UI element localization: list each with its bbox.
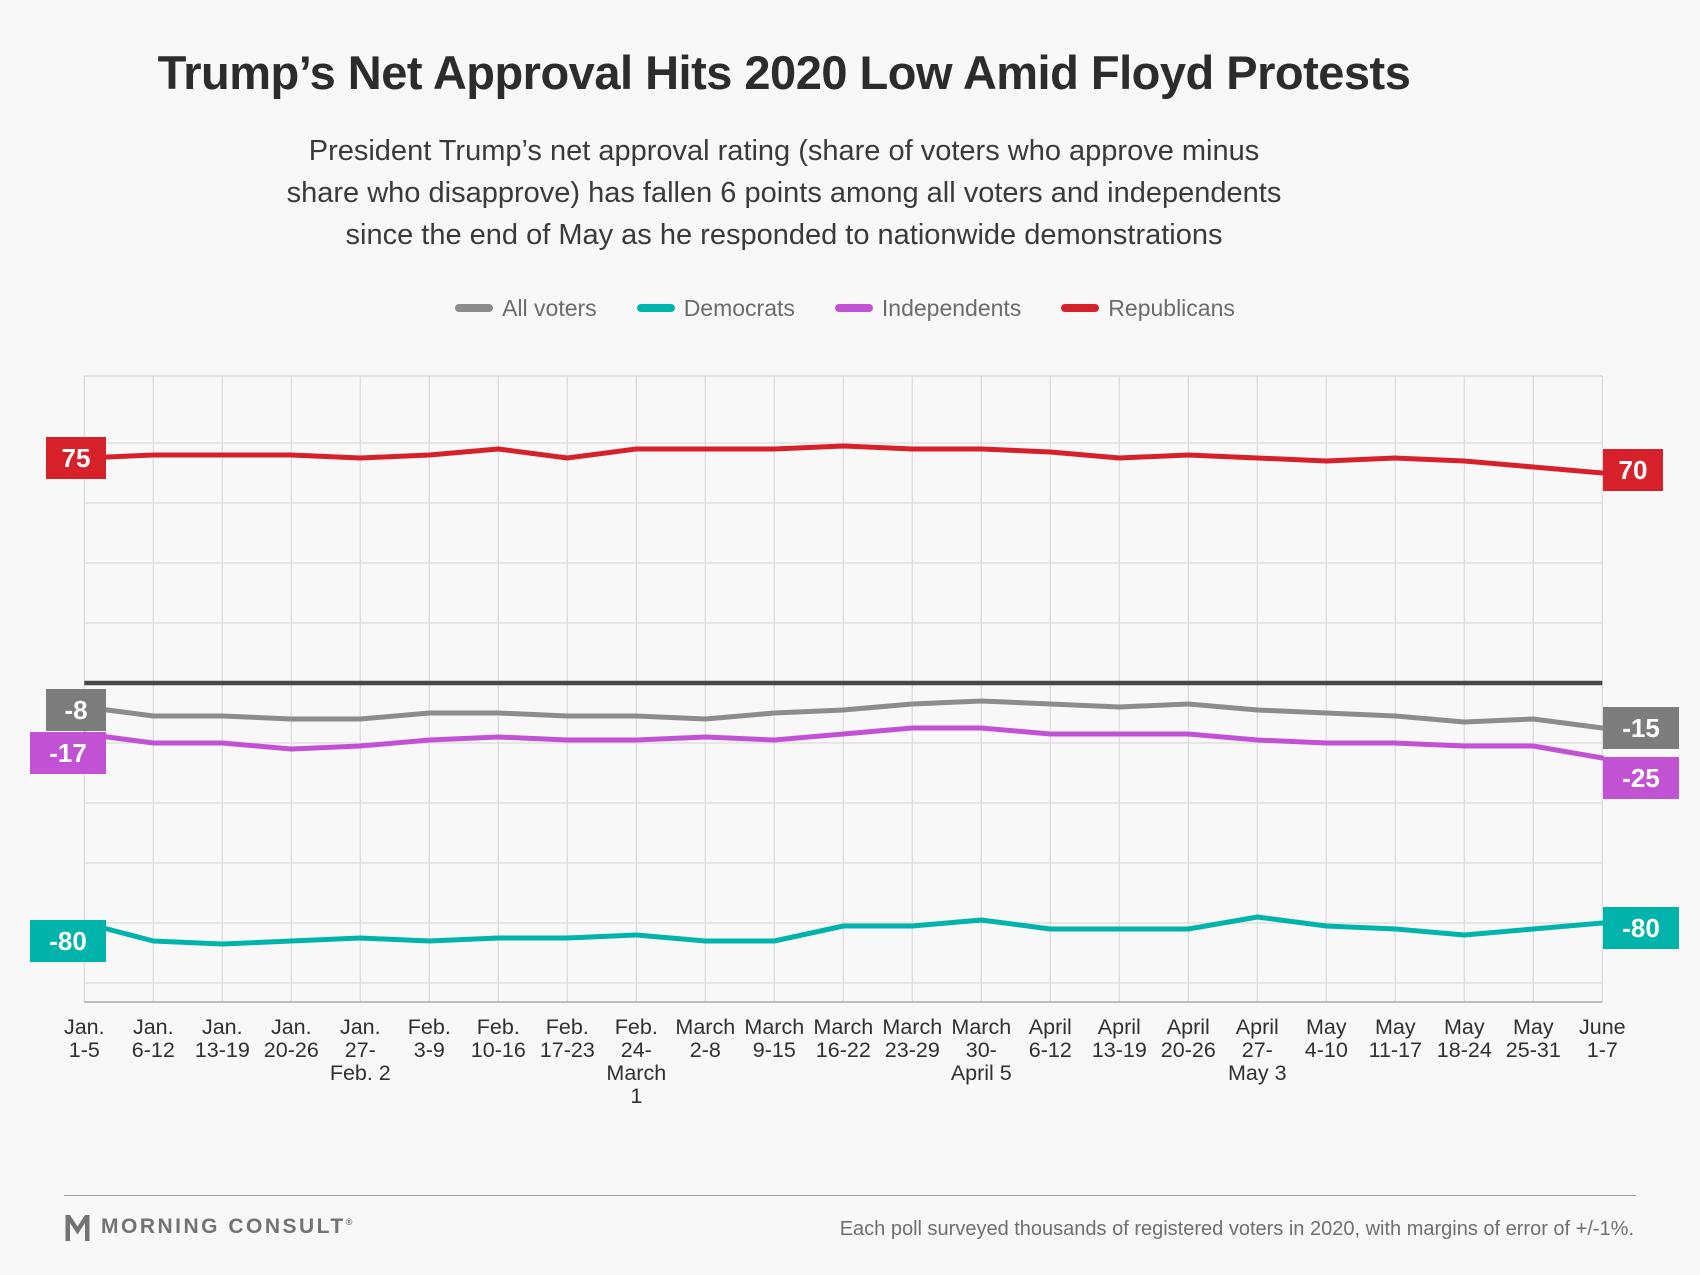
- svg-text:-17: -17: [49, 738, 87, 768]
- x-tick-label: Jan. 20-26: [264, 1015, 319, 1062]
- x-tick-label: May 4-10: [1305, 1015, 1348, 1062]
- x-tick-label: March 2-8: [675, 1015, 735, 1062]
- series-line-all-voters: [81, 698, 1605, 731]
- x-tick-label: April 6-12: [1029, 1015, 1072, 1062]
- x-tick-label: Jan. 6-12: [132, 1015, 175, 1062]
- value-label-end-democrats: -80: [1603, 907, 1679, 949]
- x-tick-label: May 25-31: [1506, 1015, 1561, 1062]
- value-label-start-independents: -17: [30, 732, 106, 774]
- x-tick-label: Feb. 24-March 1: [606, 1015, 666, 1108]
- legend: All voters Democrats Independents Republica…: [0, 290, 1690, 326]
- legend-item-republicans: Republicans: [1061, 295, 1235, 322]
- svg-text:-8: -8: [64, 695, 87, 725]
- x-tick-label: June 1-7: [1579, 1015, 1626, 1062]
- morning-consult-logo: MORNING CONSULT®: [64, 1212, 355, 1242]
- legend-label: Democrats: [683, 294, 795, 321]
- x-tick-label: March 23-29: [882, 1015, 942, 1062]
- x-tick-label: April 13-19: [1092, 1015, 1147, 1062]
- svg-text:-80: -80: [49, 926, 87, 956]
- legend-swatch: [1061, 304, 1100, 312]
- legend-swatch: [455, 304, 494, 312]
- chart-subtitle-line: President Trump’s net approval rating (s…: [308, 135, 1260, 167]
- x-tick-label: May 18-24: [1437, 1015, 1492, 1062]
- registered-trademark-mark: ®: [345, 1217, 355, 1227]
- x-tick-label: March 30-April 5: [951, 1015, 1012, 1085]
- footer-divider: [64, 1195, 1636, 1196]
- morning-consult-logo-icon: [65, 1215, 90, 1241]
- x-tick-label: Feb. 3-9: [408, 1015, 451, 1062]
- footer-note: Each poll surveyed thousands of register…: [839, 1218, 1634, 1240]
- svg-text:-15: -15: [1622, 713, 1660, 743]
- x-tick-label: Jan. 27-Feb. 2: [330, 1015, 391, 1085]
- chart-subtitle-line: since the end of May as he responded to …: [345, 219, 1223, 251]
- chart-subtitle: President Trump’s net approval rating (s…: [0, 130, 1568, 256]
- value-label-end-independents: -25: [1603, 757, 1679, 799]
- value-label-end-republicans: 70: [1603, 449, 1663, 491]
- series-line-independents: [81, 725, 1605, 761]
- x-tick-label: May 11-17: [1369, 1015, 1422, 1062]
- x-tick-label: Jan. 1-5: [64, 1015, 105, 1062]
- svg-text:-25: -25: [1622, 763, 1660, 793]
- x-tick-label: Jan. 13-19: [195, 1015, 250, 1062]
- series-line-republicans: [81, 443, 1605, 476]
- chart-title: Trump’s Net Approval Hits 2020 Low Amid …: [157, 46, 1411, 99]
- legend-item-democrats: Democrats: [636, 294, 795, 322]
- x-tick-label: March 9-15: [744, 1015, 804, 1062]
- legend-label: Republicans: [1108, 294, 1235, 321]
- value-label-end-all-voters: -15: [1603, 707, 1679, 749]
- legend-item-independents: Independents: [834, 294, 1022, 322]
- x-tick-label: Feb. 10-16: [471, 1015, 526, 1062]
- legend-swatch: [636, 304, 675, 312]
- svg-text:70: 70: [1619, 455, 1648, 485]
- value-label-start-republicans: 75: [46, 437, 106, 479]
- legend-swatch: [834, 304, 873, 312]
- x-tick-label: Feb. 17-23: [540, 1015, 595, 1062]
- chart-subtitle-line: share who disapprove) has fallen 6 point…: [286, 177, 1282, 209]
- x-tick-label: April 27-May 3: [1228, 1015, 1287, 1085]
- value-label-start-democrats: -80: [30, 920, 106, 962]
- x-tick-label: March 16-22: [813, 1015, 873, 1062]
- legend-item-all-voters: All voters: [455, 295, 597, 322]
- legend-label: All voters: [502, 294, 597, 321]
- svg-text:75: 75: [62, 443, 91, 473]
- morning-consult-logo-text: MORNING CONSULT®: [101, 1215, 355, 1238]
- series-line-democrats: [81, 914, 1605, 947]
- legend-label: Independents: [881, 294, 1022, 321]
- x-tick-label: April 20-26: [1161, 1015, 1216, 1062]
- svg-text:-80: -80: [1622, 913, 1660, 943]
- gridlines: [83, 375, 1603, 1003]
- value-label-start-all-voters: -8: [46, 689, 106, 731]
